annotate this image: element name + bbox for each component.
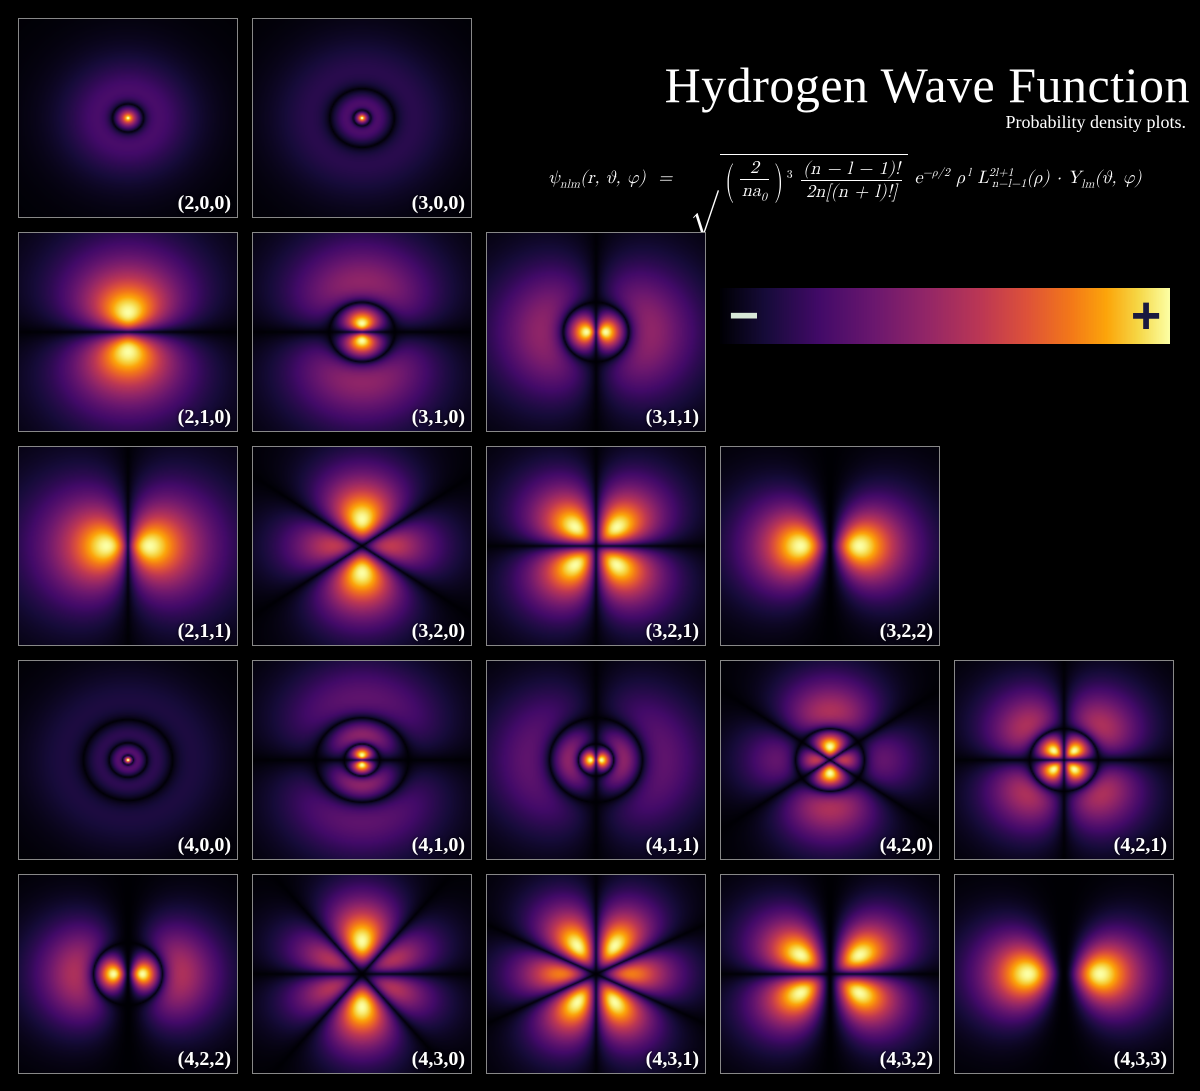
orbital-label: (2,1,0) bbox=[178, 406, 231, 429]
orbital-canvas bbox=[19, 661, 237, 859]
orbital-panel-211: (2,1,1) bbox=[18, 446, 238, 646]
orbital-panel-320: (3,2,0) bbox=[252, 446, 472, 646]
orbital-panel-321: (3,2,1) bbox=[486, 446, 706, 646]
orbital-panel-400: (4,0,0) bbox=[18, 660, 238, 860]
orbital-label: (3,2,1) bbox=[646, 620, 699, 643]
orbital-label: (3,0,0) bbox=[412, 192, 465, 215]
orbital-panel-410: (4,1,0) bbox=[252, 660, 472, 860]
orbital-canvas bbox=[253, 875, 471, 1073]
orbital-canvas bbox=[955, 875, 1173, 1073]
orbital-label: (3,1,0) bbox=[412, 406, 465, 429]
orbital-label: (4,3,1) bbox=[646, 1048, 699, 1071]
orbital-label: (2,0,0) bbox=[178, 192, 231, 215]
orbital-label: (4,2,1) bbox=[1114, 834, 1167, 857]
orbital-label: (4,1,0) bbox=[412, 834, 465, 857]
orbital-label: (3,1,1) bbox=[646, 406, 699, 429]
orbital-label: (4,3,3) bbox=[1114, 1048, 1167, 1071]
orbital-label: (4,3,0) bbox=[412, 1048, 465, 1071]
orbital-panel-311: (3,1,1) bbox=[486, 232, 706, 432]
orbital-panel-322: (3,2,2) bbox=[720, 446, 940, 646]
orbital-canvas bbox=[19, 19, 237, 217]
orbital-panel-300: (3,0,0) bbox=[252, 18, 472, 218]
orbital-canvas bbox=[253, 233, 471, 431]
orbital-panel-310: (3,1,0) bbox=[252, 232, 472, 432]
orbital-canvas bbox=[487, 661, 705, 859]
orbital-panel-422: (4,2,2) bbox=[18, 874, 238, 1074]
orbital-canvas bbox=[19, 447, 237, 645]
orbital-canvas bbox=[721, 875, 939, 1073]
orbital-label: (3,2,0) bbox=[412, 620, 465, 643]
orbital-label: (4,1,1) bbox=[646, 834, 699, 857]
orbital-panel-210: (2,1,0) bbox=[18, 232, 238, 432]
orbital-canvas bbox=[487, 233, 705, 431]
orbital-panel-420: (4,2,0) bbox=[720, 660, 940, 860]
orbital-label: (4,2,0) bbox=[880, 834, 933, 857]
orbital-label: (3,2,2) bbox=[880, 620, 933, 643]
orbital-panel-421: (4,2,1) bbox=[954, 660, 1174, 860]
orbital-label: (4,3,2) bbox=[880, 1048, 933, 1071]
orbital-canvas bbox=[487, 875, 705, 1073]
orbital-canvas bbox=[253, 19, 471, 217]
orbital-panel-432: (4,3,2) bbox=[720, 874, 940, 1074]
orbital-panel-431: (4,3,1) bbox=[486, 874, 706, 1074]
orbital-label: (4,0,0) bbox=[178, 834, 231, 857]
orbital-panel-430: (4,3,0) bbox=[252, 874, 472, 1074]
orbital-grid: (2,0,0) (3,0,0) (2,1,0) (3,1,0) (3,1,1) (2,1,… bbox=[18, 18, 1174, 1074]
orbital-panel-411: (4,1,1) bbox=[486, 660, 706, 860]
orbital-canvas bbox=[721, 661, 939, 859]
orbital-label: (4,2,2) bbox=[178, 1048, 231, 1071]
orbital-canvas bbox=[19, 875, 237, 1073]
orbital-canvas bbox=[955, 661, 1173, 859]
orbital-panel-433: (4,3,3) bbox=[954, 874, 1174, 1074]
orbital-panel-200: (2,0,0) bbox=[18, 18, 238, 218]
orbital-canvas bbox=[487, 447, 705, 645]
orbital-canvas bbox=[253, 661, 471, 859]
orbital-label: (2,1,1) bbox=[178, 620, 231, 643]
orbital-canvas bbox=[19, 233, 237, 431]
orbital-canvas bbox=[721, 447, 939, 645]
orbital-canvas bbox=[253, 447, 471, 645]
